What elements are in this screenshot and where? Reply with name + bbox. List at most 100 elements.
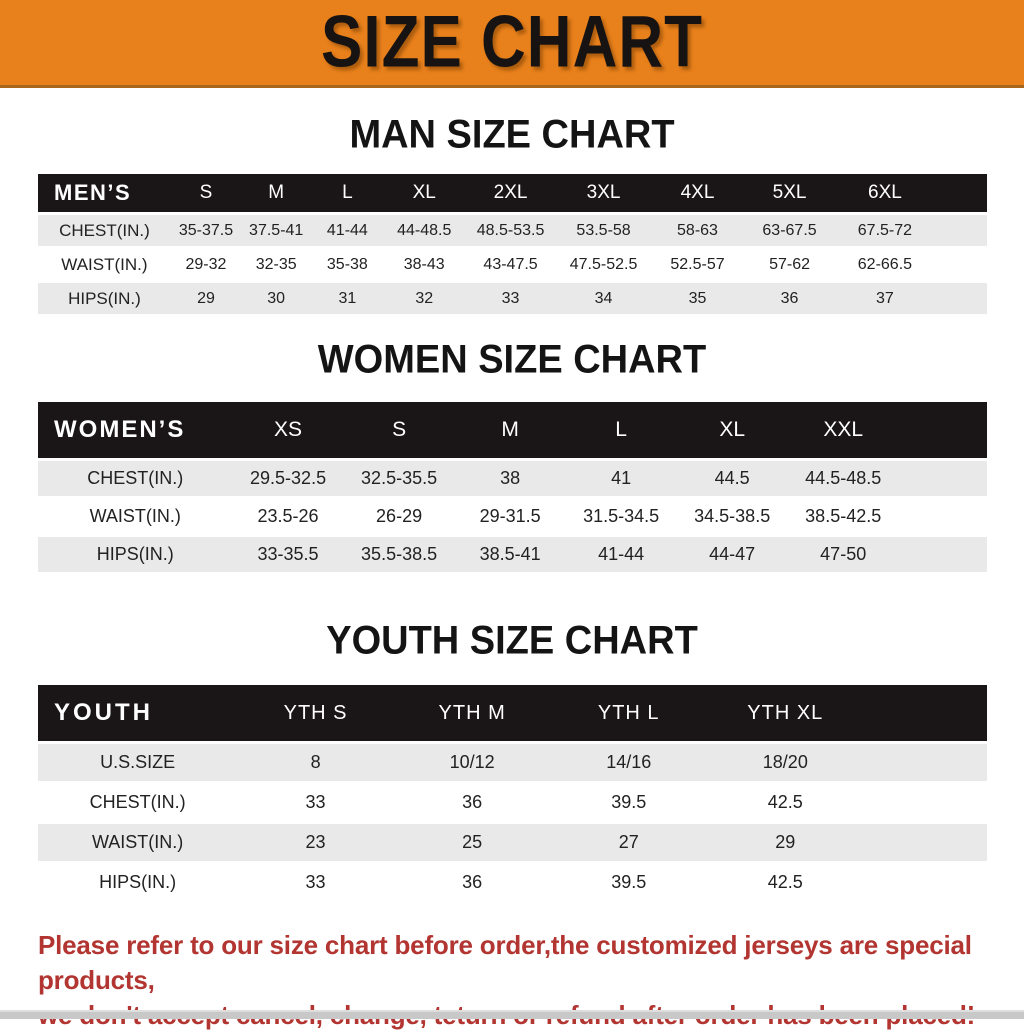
table-cell: 23.5-26 (232, 499, 344, 534)
table-row: CHEST(IN.) 29.5-32.5 32.5-35.5 38 41 44.5 44.5… (38, 461, 987, 496)
table-cell-filler (863, 744, 987, 781)
table-cell: 29-31.5 (454, 499, 566, 534)
table-cell-filler (934, 249, 987, 280)
column-header: YTH M (393, 685, 551, 741)
table-cell: 25 (393, 824, 551, 861)
column-header: 6XL (835, 174, 935, 212)
table-cell: 14/16 (550, 744, 708, 781)
column-header: S (170, 174, 242, 212)
table-cell: 67.5-72 (835, 215, 935, 246)
table-cell: 32 (383, 283, 466, 314)
column-header-filler (934, 174, 987, 212)
table-cell: 38.5-41 (454, 537, 566, 572)
table-cell: 38 (454, 461, 566, 496)
table-cell: 39.5 (550, 784, 708, 821)
table-cell: 29 (170, 283, 242, 314)
column-header-filler (863, 685, 987, 741)
table-cell: 44.5 (676, 461, 788, 496)
table-cell: 33 (237, 864, 394, 901)
table-cell: 33 (237, 784, 394, 821)
column-header-filler (898, 402, 987, 458)
table-cell: 41-44 (311, 215, 384, 246)
table-cell-filler (934, 283, 987, 314)
size-chart-banner: SIZE CHART (0, 0, 1024, 88)
table-cell: 38.5-42.5 (787, 499, 899, 534)
table-cell: 58-63 (651, 215, 744, 246)
table-row: HIPS(IN.) 33-35.5 35.5-38.5 38.5-41 41-44 44-… (38, 537, 987, 572)
table-cell: 53.5-58 (556, 215, 651, 246)
table-cell: 35-37.5 (170, 215, 242, 246)
table-header-row: YOUTH YTH S YTH M YTH L YTH XL (38, 685, 987, 741)
row-label: CHEST(IN.) (38, 784, 238, 821)
column-header: YTH L (550, 685, 708, 741)
table-cell-filler (863, 784, 987, 821)
table-cell: 47.5-52.5 (556, 249, 651, 280)
row-label: HIPS(IN.) (38, 283, 171, 314)
table-row: WAIST(IN.) 29-32 32-35 35-38 38-43 43-47.5 47.… (38, 249, 987, 280)
table-cell: 36 (393, 784, 551, 821)
table-cell: 34.5-38.5 (676, 499, 788, 534)
table-header-label: WOMEN’S (38, 402, 233, 458)
table-cell: 34 (556, 283, 651, 314)
column-header: YTH XL (707, 685, 864, 741)
column-header: XL (676, 402, 788, 458)
column-header: 4XL (651, 174, 744, 212)
table-cell: 41-44 (565, 537, 677, 572)
column-header: 3XL (556, 174, 651, 212)
table-cell-filler (934, 215, 987, 246)
man-section-title: MAN SIZE CHART (349, 112, 675, 158)
row-label: WAIST(IN.) (38, 249, 171, 280)
table-cell-filler (898, 537, 987, 572)
table-cell: 41 (565, 461, 677, 496)
table-cell: 23 (237, 824, 394, 861)
column-header: 5XL (744, 174, 836, 212)
table-cell: 30 (241, 283, 312, 314)
table-cell: 42.5 (707, 784, 864, 821)
youth-size-table: YOUTH YTH S YTH M YTH L YTH XL U.S.SIZE 8 10/12… (38, 682, 987, 904)
table-cell: 57-62 (744, 249, 836, 280)
table-cell: 37 (835, 283, 935, 314)
table-header-row: MEN’S S M L XL 2XL 3XL 4XL 5XL 6XL (38, 174, 987, 212)
column-header: XL (383, 174, 466, 212)
table-cell: 31.5-34.5 (565, 499, 677, 534)
table-cell: 62-66.5 (835, 249, 935, 280)
table-cell: 35-38 (311, 249, 384, 280)
banner-title: SIZE CHART (321, 1, 703, 84)
table-cell: 35.5-38.5 (343, 537, 455, 572)
table-header-row: WOMEN’S XS S M L XL XXL (38, 402, 987, 458)
table-cell: 29 (707, 824, 864, 861)
column-header: L (311, 174, 384, 212)
table-cell: 37.5-41 (241, 215, 312, 246)
table-cell: 33-35.5 (232, 537, 344, 572)
order-policy-line1: Please refer to our size chart before or… (38, 930, 972, 995)
table-cell: 63-67.5 (744, 215, 836, 246)
womens-size-table: WOMEN’S XS S M L XL XXL CHEST(IN.) 29.5-32.5 32.5… (38, 399, 987, 575)
column-header: XS (232, 402, 344, 458)
table-cell: 33 (465, 283, 557, 314)
table-cell: 32.5-35.5 (343, 461, 455, 496)
table-cell: 8 (237, 744, 394, 781)
table-cell: 26-29 (343, 499, 455, 534)
table-cell-filler (898, 499, 987, 534)
table-cell: 36 (744, 283, 836, 314)
table-cell: 10/12 (393, 744, 551, 781)
column-header: 2XL (465, 174, 557, 212)
table-cell: 32-35 (241, 249, 312, 280)
table-row: U.S.SIZE 8 10/12 14/16 18/20 (38, 744, 987, 781)
table-row: CHEST(IN.) 33 36 39.5 42.5 (38, 784, 987, 821)
table-row: WAIST(IN.) 23 25 27 29 (38, 824, 987, 861)
table-cell-filler (898, 461, 987, 496)
table-cell: 44.5-48.5 (787, 461, 899, 496)
table-cell: 18/20 (707, 744, 864, 781)
table-cell: 27 (550, 824, 708, 861)
table-cell: 36 (393, 864, 551, 901)
table-cell: 44-48.5 (383, 215, 466, 246)
table-cell: 48.5-53.5 (465, 215, 557, 246)
table-header-label: MEN’S (38, 174, 171, 212)
table-cell: 35 (651, 283, 744, 314)
row-label: WAIST(IN.) (38, 824, 238, 861)
mens-size-table: MEN’S S M L XL 2XL 3XL 4XL 5XL 6XL CHEST(IN.) 35-37… (38, 171, 987, 317)
table-cell: 42.5 (707, 864, 864, 901)
column-header: S (343, 402, 455, 458)
column-header: L (565, 402, 677, 458)
